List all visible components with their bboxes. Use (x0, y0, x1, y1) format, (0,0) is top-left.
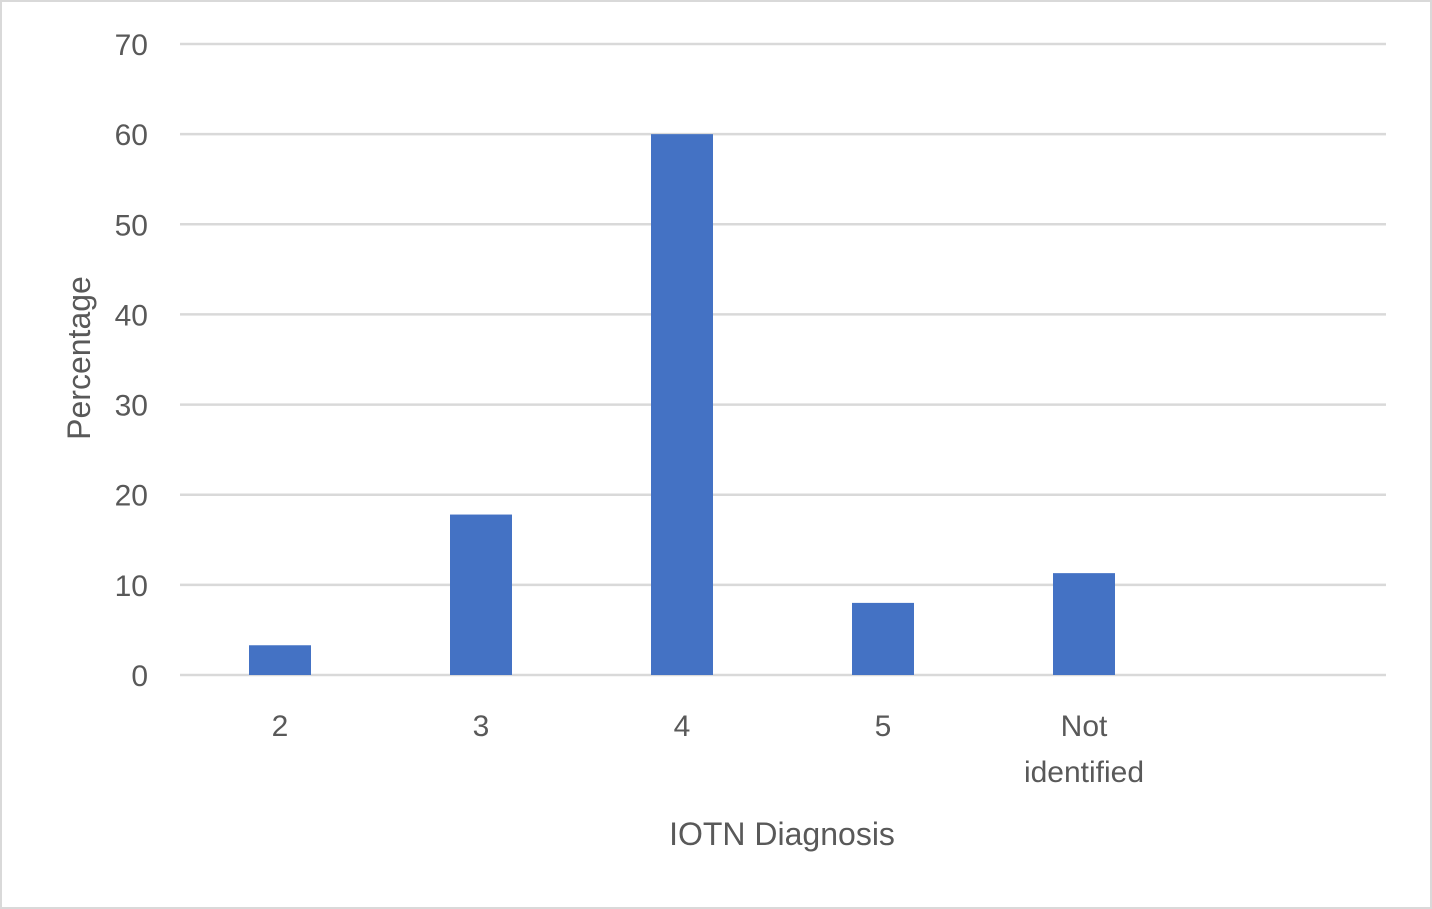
y-tick-label: 40 (115, 299, 148, 332)
y-tick-label: 20 (115, 480, 148, 513)
x-tick-label: 5 (875, 710, 892, 743)
x-tick-label: 2 (272, 710, 289, 743)
y-tick-label: 60 (115, 119, 148, 152)
gridlines (180, 42, 1386, 677)
y-axis-title: Percentage (61, 276, 97, 440)
bar (651, 134, 713, 676)
bar (450, 514, 512, 675)
y-tick-label: 10 (115, 570, 148, 603)
y-axis-ticks: 0 10 20 30 40 50 60 70 (115, 29, 148, 693)
x-tick-label: 4 (674, 710, 691, 743)
y-tick-label: 30 (115, 390, 148, 423)
y-tick-label: 0 (131, 660, 148, 693)
bars (249, 134, 1115, 676)
x-tick-label: Not identified (1024, 710, 1144, 789)
bar (1053, 573, 1115, 675)
bar (249, 645, 311, 675)
x-axis-ticks: 2 3 4 5 Not identified (272, 710, 1144, 789)
x-axis-title: IOTN Diagnosis (669, 816, 895, 852)
bar (852, 602, 914, 675)
x-tick-label: 3 (473, 710, 490, 743)
y-tick-label: 70 (115, 29, 148, 62)
y-tick-label: 50 (115, 209, 148, 242)
